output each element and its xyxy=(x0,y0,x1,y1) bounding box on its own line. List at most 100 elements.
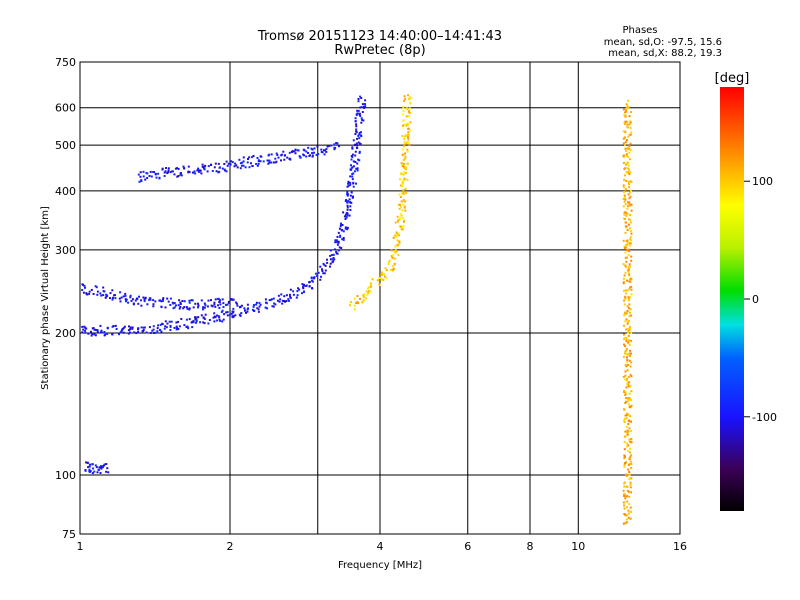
data-point xyxy=(626,383,629,385)
data-point xyxy=(228,313,231,316)
data-point xyxy=(277,294,280,297)
data-point xyxy=(629,352,632,355)
x-tick-label: 10 xyxy=(571,540,585,553)
data-point xyxy=(289,293,291,296)
data-point xyxy=(625,266,628,269)
data-point xyxy=(122,331,125,334)
data-point xyxy=(213,312,216,315)
data-point xyxy=(194,172,197,175)
data-point xyxy=(202,306,205,309)
data-point xyxy=(623,465,626,468)
data-point xyxy=(622,263,625,266)
data-point xyxy=(624,203,627,206)
data-point xyxy=(195,317,198,320)
data-point xyxy=(183,167,186,170)
data-point xyxy=(331,254,333,256)
data-point xyxy=(624,144,626,147)
data-point xyxy=(177,320,180,323)
plot-frame xyxy=(79,61,681,535)
data-point xyxy=(629,242,632,245)
data-point xyxy=(387,263,390,266)
data-point xyxy=(350,167,353,170)
data-point xyxy=(403,205,406,208)
data-point xyxy=(402,110,405,113)
data-point xyxy=(624,320,627,323)
data-point xyxy=(93,328,96,331)
data-point xyxy=(296,290,299,293)
stats-x-mode: mean, sd,X: 88.2, 19.3 xyxy=(608,48,722,59)
data-point xyxy=(359,95,362,98)
data-point xyxy=(226,314,229,317)
data-point xyxy=(227,300,230,303)
data-point xyxy=(154,300,157,303)
data-point xyxy=(333,143,336,146)
data-point xyxy=(622,239,625,242)
data-point xyxy=(629,355,631,357)
data-point xyxy=(332,257,335,259)
data-point xyxy=(624,141,627,144)
data-point xyxy=(629,455,632,458)
data-point xyxy=(152,171,155,173)
data-point xyxy=(355,128,358,131)
data-point xyxy=(129,294,132,297)
data-point xyxy=(273,302,276,305)
data-point xyxy=(319,278,322,281)
data-point xyxy=(626,445,628,448)
data-point xyxy=(210,163,212,166)
data-point xyxy=(625,225,628,228)
data-point xyxy=(218,307,221,309)
data-point xyxy=(169,304,172,306)
data-point xyxy=(239,314,242,317)
data-point xyxy=(204,313,207,316)
data-point xyxy=(630,314,633,317)
data-point xyxy=(245,311,247,314)
data-point xyxy=(355,146,358,149)
data-point xyxy=(623,337,626,339)
data-point xyxy=(627,334,630,337)
data-point xyxy=(107,471,110,474)
data-point xyxy=(313,147,316,150)
data-point xyxy=(628,473,631,476)
data-point xyxy=(346,226,349,229)
data-point xyxy=(401,180,404,183)
data-point xyxy=(177,175,180,177)
data-point xyxy=(161,322,164,325)
data-point xyxy=(626,243,629,246)
data-point xyxy=(94,334,97,337)
data-point xyxy=(296,149,299,152)
data-point xyxy=(407,94,409,97)
data-point xyxy=(404,98,407,100)
data-point xyxy=(630,111,633,113)
data-point xyxy=(299,156,302,159)
data-point xyxy=(628,227,631,230)
data-point xyxy=(628,503,631,505)
data-point xyxy=(629,239,632,242)
data-point xyxy=(287,298,290,301)
data-point xyxy=(629,213,632,216)
data-point xyxy=(301,292,303,295)
data-point xyxy=(405,192,408,194)
data-point xyxy=(346,214,349,217)
data-point xyxy=(627,413,630,416)
data-point xyxy=(358,150,361,153)
data-point xyxy=(202,308,205,311)
data-point xyxy=(186,325,189,328)
data-point xyxy=(383,273,386,276)
data-point xyxy=(628,495,631,498)
data-point xyxy=(193,170,196,173)
data-point xyxy=(388,261,390,264)
data-point xyxy=(192,171,194,174)
data-point xyxy=(139,171,142,174)
data-point xyxy=(303,290,305,293)
data-point xyxy=(99,331,102,334)
data-point xyxy=(627,423,630,426)
data-point xyxy=(624,115,627,118)
data-point xyxy=(627,201,629,204)
data-point xyxy=(143,300,146,303)
data-point xyxy=(399,172,402,175)
data-point xyxy=(243,307,246,310)
data-point xyxy=(629,385,632,388)
data-point xyxy=(628,218,631,221)
data-point xyxy=(353,297,356,300)
data-point xyxy=(312,151,315,154)
